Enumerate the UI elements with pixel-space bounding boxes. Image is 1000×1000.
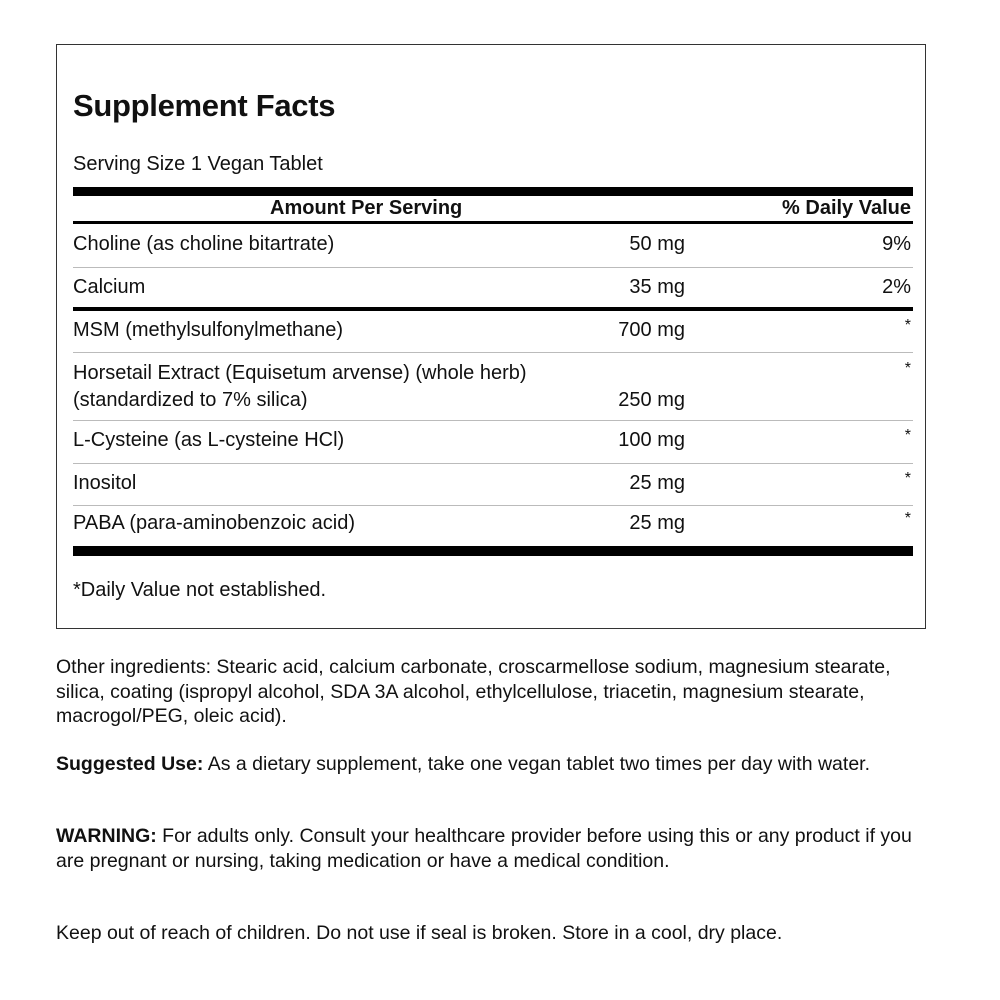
nutrient-name: Inositol: [73, 472, 137, 494]
nutrient-dv: *: [904, 360, 911, 377]
divider-header: [73, 221, 913, 224]
nutrient-dv: *: [904, 510, 911, 527]
divider: [73, 352, 913, 353]
divider: [73, 267, 913, 268]
divider-thick: [73, 187, 913, 196]
nutrient-amount: 250 mg: [618, 389, 685, 411]
panel-title: Supplement Facts: [73, 88, 336, 123]
nutrient-dv: 2%: [882, 276, 911, 298]
nutrient-name-line2: (standardized to 7% silica): [73, 389, 308, 411]
nutrient-name: PABA (para-aminobenzoic acid): [73, 512, 355, 534]
nutrient-amount: 25 mg: [629, 472, 685, 494]
nutrient-amount: 35 mg: [629, 276, 685, 298]
nutrient-name: L-Cysteine (as L-cysteine HCl): [73, 429, 345, 451]
nutrient-dv: *: [904, 317, 911, 334]
suggested-use-text: As a dietary supplement, take one vegan …: [203, 753, 870, 775]
divider-medium: [73, 307, 913, 311]
header-amount: Amount Per Serving: [270, 197, 463, 219]
warning: WARNING: For adults only. Consult your h…: [56, 824, 916, 873]
nutrient-amount: 100 mg: [618, 429, 685, 451]
footnote: *Daily Value not established.: [73, 579, 327, 601]
divider: [73, 420, 913, 421]
nutrient-amount: 25 mg: [629, 512, 685, 534]
header-daily-value: % Daily Value: [782, 197, 911, 219]
nutrient-name: Horsetail Extract (Equisetum arvense) (w…: [73, 362, 527, 384]
divider: [73, 505, 913, 506]
other-ingredients: Other ingredients: Stearic acid, calcium…: [56, 656, 891, 727]
nutrient-name: Calcium: [73, 276, 146, 298]
serving-size: Serving Size 1 Vegan Tablet: [73, 153, 323, 175]
nutrient-amount: 700 mg: [618, 319, 685, 341]
nutrient-dv: *: [904, 470, 911, 487]
nutrient-amount: 50 mg: [629, 233, 685, 255]
nutrient-name: MSM (methylsulfonylmethane): [73, 319, 344, 341]
storage-instructions: Keep out of reach of children. Do not us…: [56, 922, 783, 944]
divider-thick: [73, 546, 913, 556]
warning-label: WARNING:: [56, 825, 157, 847]
divider: [73, 463, 913, 464]
suggested-use: Suggested Use: As a dietary supplement, …: [56, 752, 906, 777]
nutrient-dv: 9%: [882, 233, 911, 255]
warning-text: For adults only. Consult your healthcare…: [56, 825, 912, 872]
nutrient-name: Choline (as choline bitartrate): [73, 233, 335, 255]
supplement-facts-panel: [56, 44, 926, 629]
nutrient-dv: *: [904, 427, 911, 444]
suggested-use-label: Suggested Use:: [56, 753, 204, 775]
